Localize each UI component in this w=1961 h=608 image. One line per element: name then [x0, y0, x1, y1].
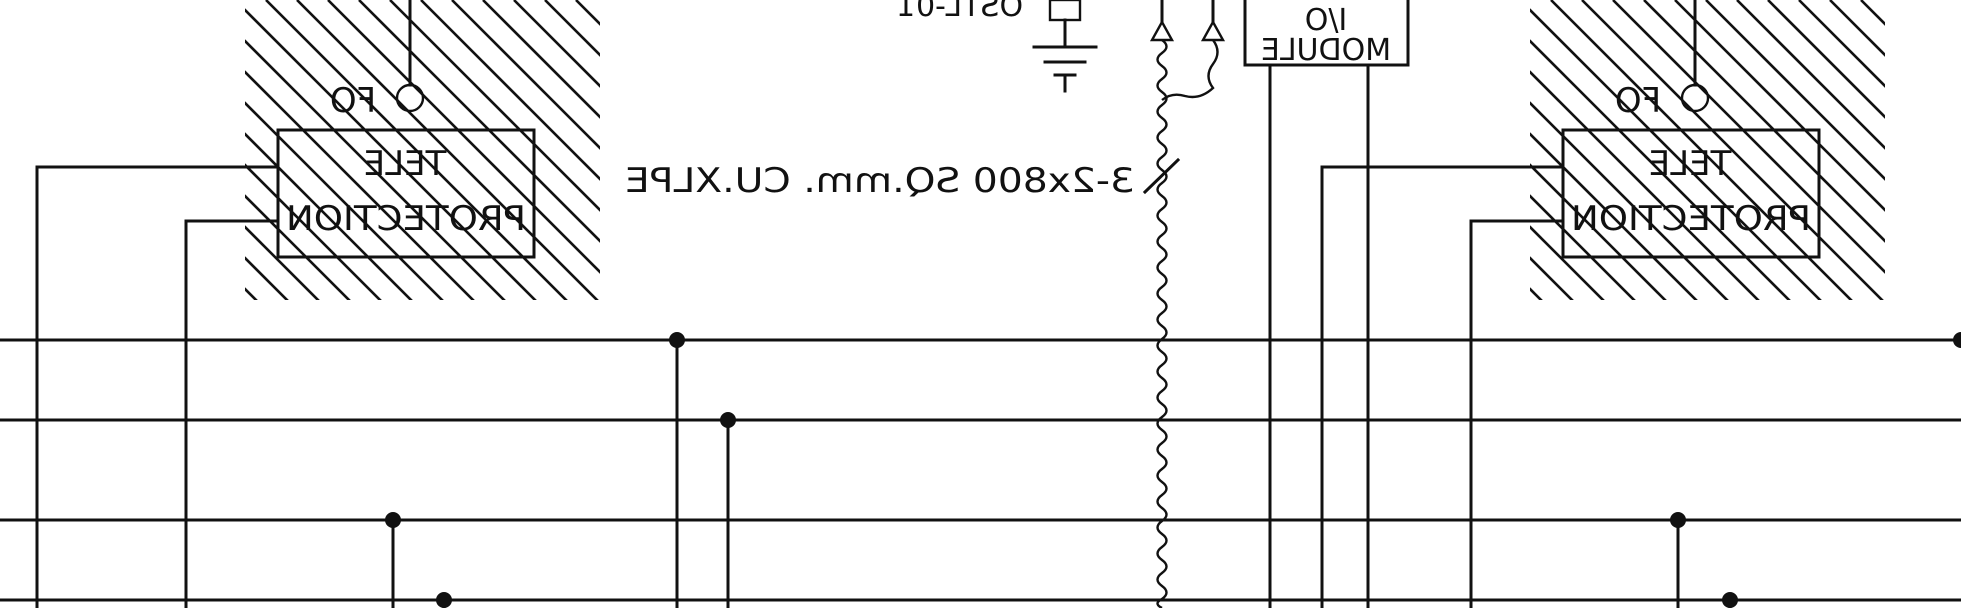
junction-dot [436, 592, 452, 608]
junction-dot [385, 512, 401, 528]
wire-right-outer [1320, 165, 1565, 608]
hatch-line [1530, 0, 1583, 300]
hatch-line [245, 0, 329, 300]
remote-io-line3: MODULE [1261, 33, 1391, 68]
hatch-line [482, 0, 600, 300]
teleprotection-box-right [1561, 128, 1821, 259]
hatch-line [1767, 0, 1885, 300]
hatch-line [1612, 0, 1885, 300]
hatch-line [420, 0, 600, 300]
wire-left-outer [35, 165, 280, 608]
bus-lines [0, 338, 1961, 602]
hatch-area-left [0, 0, 917, 310]
hatch-line [0, 0, 235, 310]
cable-wavy-branch [1161, 39, 1219, 101]
junction-dot [1670, 512, 1686, 528]
junction-dot [720, 412, 736, 428]
junction-dot [1722, 592, 1738, 608]
teleprotection-box-left [276, 128, 536, 259]
tele-label-right: TELE [1649, 144, 1733, 184]
junction-dots [385, 332, 1961, 608]
remote-io-module: I/O MODULE [1243, 0, 1410, 608]
fo-label-left: FO [330, 81, 376, 121]
ground-symbol: OSTL-01 [897, 0, 1098, 93]
left-wiring [35, 165, 730, 608]
hatch-line [451, 0, 600, 300]
hatch-line [245, 0, 298, 300]
hatch-line [1892, 0, 1961, 310]
hatch-line [1798, 0, 1885, 300]
junction-dot [669, 332, 685, 348]
hatch-line [245, 0, 267, 300]
hatch-line [327, 0, 600, 300]
termination-triangle-1 [1149, 19, 1175, 42]
protection-label-right: PROTECTION [1571, 199, 1811, 239]
hatch-line [1530, 0, 1614, 300]
junction-dot [1953, 332, 1961, 348]
hatch-line [389, 0, 600, 300]
hatch-line [296, 0, 600, 300]
hatch-line [1736, 0, 1885, 300]
hatch-line [513, 0, 600, 300]
wire-right-inner [1469, 219, 1565, 608]
remote-io-box [1243, 0, 1410, 67]
cable-wavy-line [1156, 39, 1168, 608]
cable-label: 3-2x800 SQ.mm. CU.XLPE [625, 161, 1135, 201]
remote-io-line2: I/O [1305, 3, 1348, 38]
fiber-connector-left [395, 83, 425, 113]
protection-label-left: PROTECTION [286, 199, 526, 239]
cable-slash-mark [1142, 157, 1181, 195]
hatch-line [607, 0, 917, 310]
termination-triangle-2 [1200, 19, 1226, 42]
hatch-line [1674, 0, 1885, 300]
tele-label-left: TELE [364, 144, 448, 184]
fo-label-right: FO [1615, 81, 1661, 121]
fiber-connector-right [1680, 83, 1710, 113]
hatch-line [575, 0, 600, 300]
hatch-line [1581, 0, 1885, 300]
ground-box [1048, 0, 1082, 22]
hatch-line [1705, 0, 1885, 300]
fragment-label: OSTL-01 [897, 0, 1023, 24]
teleprotection-block-left: FO TELE PROTECTION [276, 0, 536, 259]
teleprotection-block-right: FO TELE PROTECTION [1561, 0, 1821, 259]
hatch-line [1829, 0, 1885, 300]
wire-left-inner [184, 219, 280, 608]
hatch-line [544, 0, 600, 300]
